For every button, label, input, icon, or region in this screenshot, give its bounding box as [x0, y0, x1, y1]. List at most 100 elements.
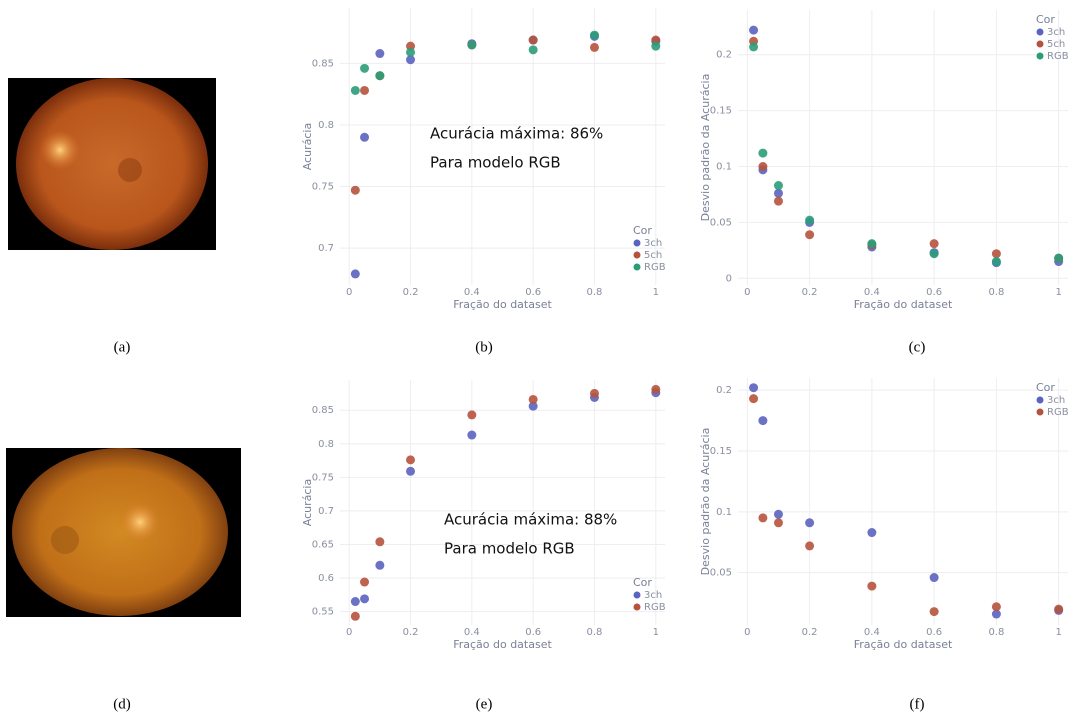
- legend-label: 3ch: [1047, 395, 1065, 406]
- x-tick-label: 1: [1055, 627, 1061, 638]
- y-tick-label: 0.75: [312, 182, 334, 193]
- legend-label: 5ch: [1047, 39, 1065, 50]
- x-tick-label: 0.8: [988, 287, 1004, 298]
- point: [375, 49, 385, 59]
- x-axis-title: Fração do dataset: [854, 638, 953, 651]
- point: [773, 188, 783, 198]
- point: [749, 394, 759, 404]
- legend-marker: [633, 239, 641, 247]
- point: [406, 41, 416, 51]
- legend-title: Cor: [633, 224, 652, 237]
- legend-marker: [633, 603, 641, 611]
- point: [1054, 604, 1064, 614]
- annotation: Para modelo RGB: [430, 154, 561, 172]
- y-tick-label: 0.85: [312, 58, 334, 69]
- legend-title: Cor: [1036, 13, 1055, 26]
- y-tick-label: 0.6: [318, 573, 334, 584]
- point: [758, 513, 768, 523]
- x-tick-label: 0: [346, 287, 352, 298]
- point: [773, 518, 783, 528]
- point: [929, 573, 939, 583]
- point: [406, 455, 416, 465]
- x-tick-label: 0.6: [926, 287, 942, 298]
- annotation: Acurácia máxima: 86%: [430, 125, 603, 143]
- point: [651, 41, 661, 51]
- caption: (c): [909, 339, 926, 355]
- x-tick-label: 0: [346, 627, 352, 638]
- legend-label: 3ch: [644, 590, 662, 601]
- caption: (f): [910, 696, 925, 712]
- caption: (e): [476, 696, 493, 712]
- point: [350, 269, 360, 279]
- point: [375, 71, 385, 81]
- legend-label: RGB: [1047, 407, 1069, 418]
- x-tick-label: 1: [1055, 287, 1061, 298]
- point: [805, 215, 815, 225]
- point: [773, 196, 783, 206]
- x-tick-label: 0.4: [864, 287, 880, 298]
- legend-marker: [1036, 396, 1044, 404]
- y-tick-label: 0.15: [710, 446, 732, 457]
- point: [350, 85, 360, 95]
- x-tick-label: 0.6: [926, 627, 942, 638]
- x-tick-label: 0: [744, 287, 750, 298]
- y-tick-label: 0.05: [710, 217, 732, 228]
- y-tick-label: 0.1: [716, 507, 732, 518]
- x-tick-label: 0.8: [988, 627, 1004, 638]
- point: [589, 388, 599, 398]
- point: [375, 537, 385, 547]
- point: [528, 394, 538, 404]
- legend-label: RGB: [644, 602, 666, 613]
- x-tick-label: 0.2: [802, 627, 818, 638]
- point: [350, 597, 360, 607]
- point: [758, 416, 768, 426]
- legend-marker: [633, 263, 641, 271]
- legend-label: 3ch: [644, 238, 662, 249]
- x-tick-label: 0.2: [802, 287, 818, 298]
- y-axis-title: Acurácia: [301, 123, 314, 170]
- x-tick-label: 0.2: [403, 287, 419, 298]
- point: [651, 35, 661, 45]
- x-tick-label: 0.6: [525, 627, 541, 638]
- fundus-image-d: [6, 448, 241, 617]
- point: [589, 42, 599, 52]
- point: [805, 518, 815, 528]
- legend-label: RGB: [1047, 51, 1069, 62]
- legend-marker: [1036, 40, 1044, 48]
- x-tick-label: 1: [653, 627, 659, 638]
- x-tick-label: 0.6: [525, 287, 541, 298]
- point: [991, 609, 1001, 619]
- point: [360, 63, 370, 73]
- point: [758, 148, 768, 158]
- x-axis-title: Fração do dataset: [854, 298, 953, 311]
- point: [749, 383, 759, 393]
- x-tick-label: 0.4: [464, 287, 480, 298]
- y-tick-label: 0: [726, 273, 732, 284]
- y-axis-title: Desvio padrão da Acurácia: [699, 74, 712, 222]
- legend-label: 3ch: [1047, 27, 1065, 38]
- y-axis-title: Acurácia: [301, 479, 314, 526]
- caption: (a): [114, 339, 131, 355]
- point: [929, 249, 939, 259]
- x-tick-label: 0.2: [403, 627, 419, 638]
- point: [528, 45, 538, 55]
- point: [651, 384, 661, 394]
- point: [773, 509, 783, 519]
- y-tick-label: 0.55: [312, 607, 334, 618]
- y-tick-label: 0.2: [716, 385, 732, 396]
- point: [406, 47, 416, 57]
- point: [360, 85, 370, 95]
- point: [589, 30, 599, 40]
- point: [467, 430, 477, 440]
- y-tick-label: 0.65: [312, 539, 334, 550]
- point: [867, 528, 877, 538]
- point: [467, 410, 477, 420]
- point: [991, 602, 1001, 612]
- fundus-image-a: [8, 78, 216, 250]
- point: [528, 401, 538, 411]
- point: [749, 25, 759, 35]
- point: [360, 577, 370, 587]
- y-tick-label: 0.7: [318, 243, 334, 254]
- y-tick-label: 0.75: [312, 472, 334, 483]
